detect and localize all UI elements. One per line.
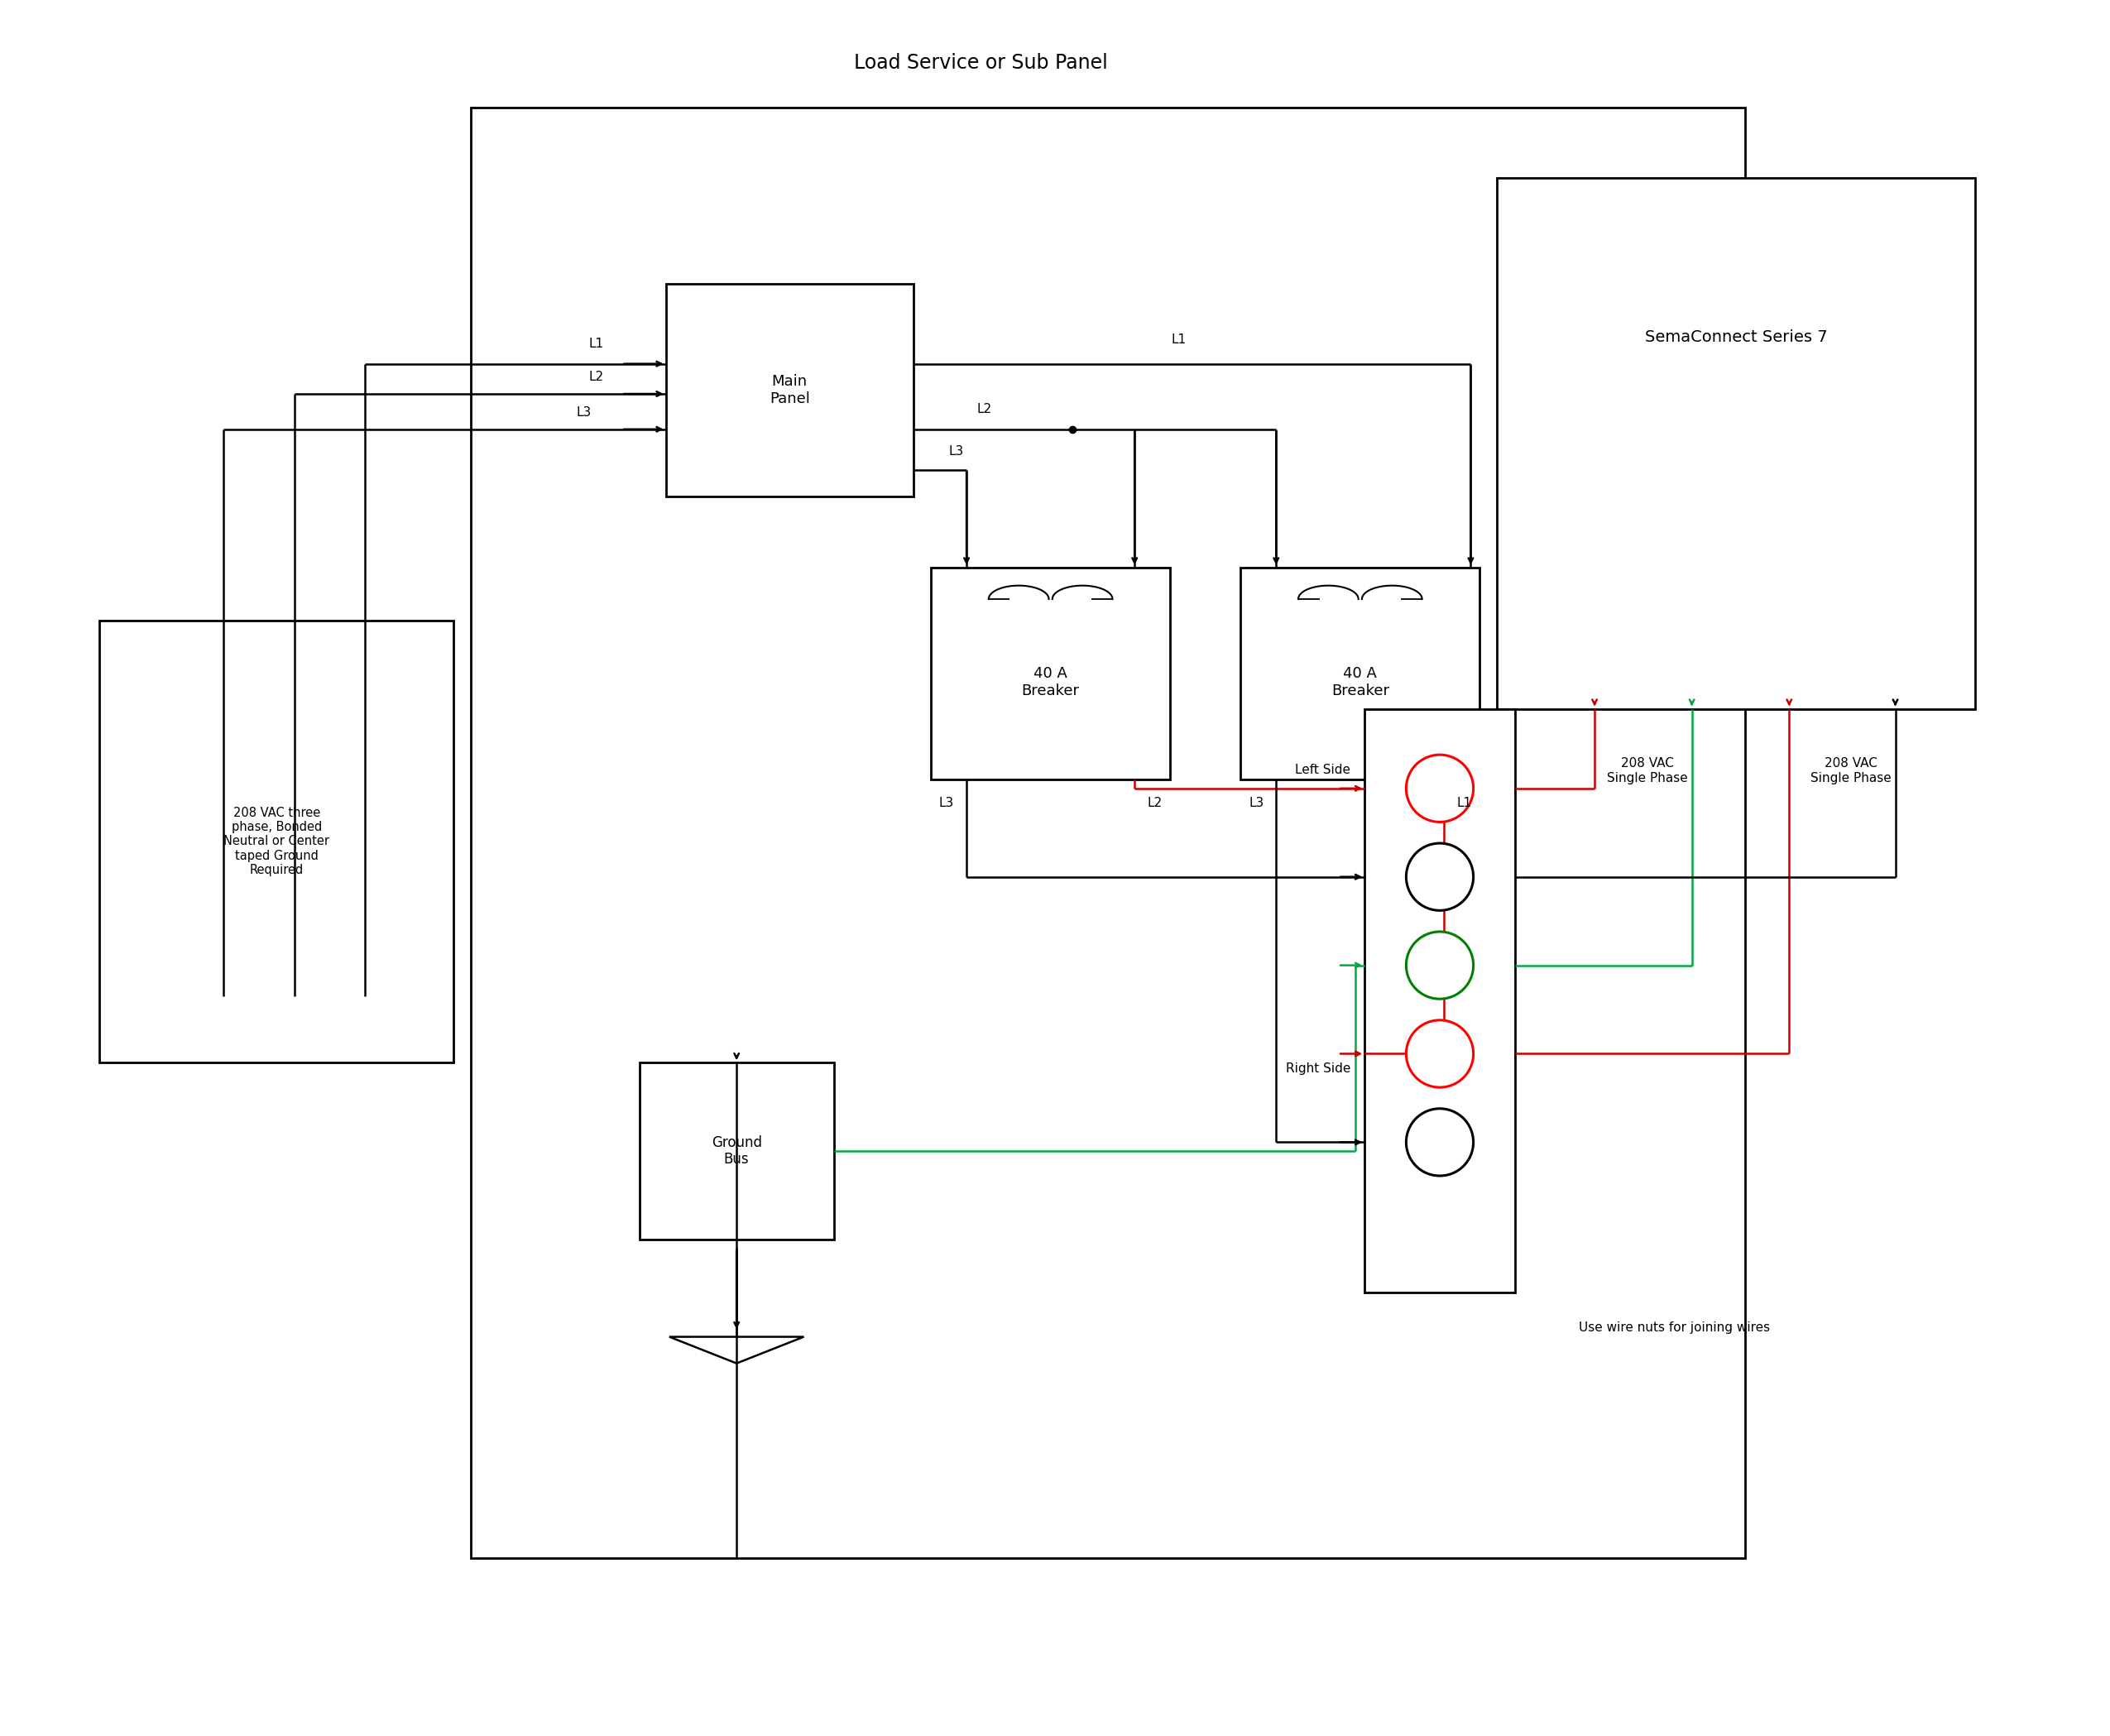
- Bar: [1365, 708, 1515, 1293]
- Text: Main
Panel: Main Panel: [770, 375, 810, 406]
- Bar: [471, 108, 1745, 1557]
- Bar: [931, 568, 1169, 779]
- Text: 40 A
Breaker: 40 A Breaker: [1021, 667, 1080, 698]
- Circle shape: [1405, 755, 1473, 823]
- Text: 208 VAC three
phase, Bonded
Neutral or Center
taped Ground
Required: 208 VAC three phase, Bonded Neutral or C…: [224, 807, 329, 877]
- Bar: [1241, 568, 1479, 779]
- Bar: [639, 1062, 833, 1240]
- Text: Right Side: Right Side: [1285, 1062, 1350, 1075]
- Text: L2: L2: [977, 403, 992, 415]
- Text: 208 VAC
Single Phase: 208 VAC Single Phase: [1608, 757, 1688, 785]
- Text: L3: L3: [949, 444, 964, 458]
- Bar: [1498, 179, 1975, 708]
- Bar: [667, 285, 914, 496]
- Circle shape: [1405, 844, 1473, 910]
- Circle shape: [1405, 1109, 1473, 1175]
- Text: Load Service or Sub Panel: Load Service or Sub Panel: [855, 54, 1108, 73]
- Text: L2: L2: [589, 372, 603, 384]
- Text: SemaConnect Series 7: SemaConnect Series 7: [1646, 330, 1827, 345]
- Text: L1: L1: [1171, 333, 1186, 345]
- Text: L2: L2: [1148, 797, 1163, 809]
- Text: L3: L3: [939, 797, 954, 809]
- Text: L3: L3: [576, 406, 591, 418]
- Text: L1: L1: [589, 337, 603, 349]
- Text: 208 VAC
Single Phase: 208 VAC Single Phase: [1810, 757, 1891, 785]
- Text: L3: L3: [1249, 797, 1264, 809]
- Bar: [99, 620, 454, 1062]
- Text: Left Side: Left Side: [1296, 764, 1350, 776]
- Circle shape: [1405, 932, 1473, 998]
- Circle shape: [1405, 1021, 1473, 1087]
- Text: Ground
Bus: Ground Bus: [711, 1135, 762, 1167]
- Text: 40 A
Breaker: 40 A Breaker: [1331, 667, 1388, 698]
- Text: Use wire nuts for joining wires: Use wire nuts for joining wires: [1578, 1321, 1770, 1335]
- Text: L1: L1: [1456, 797, 1471, 809]
